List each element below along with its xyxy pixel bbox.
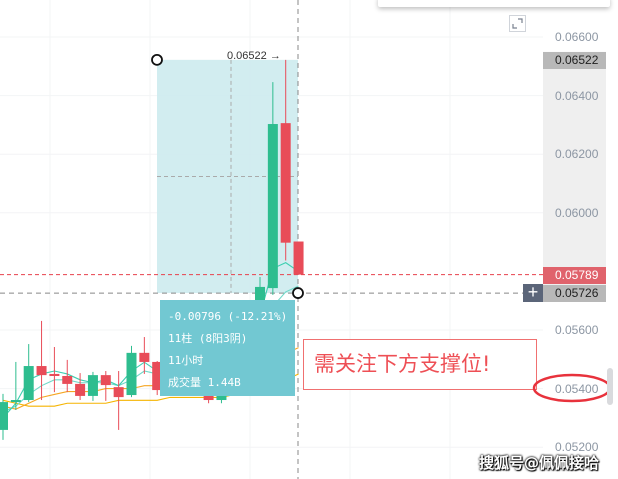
candle-body: [23, 366, 34, 401]
candle-body: [280, 123, 291, 243]
measure-start-handle: [151, 53, 163, 66]
watermark: 搜狐号@佩佩接哈: [479, 454, 600, 472]
fullscreen-icon[interactable]: [509, 15, 526, 32]
candle-body: [139, 352, 150, 362]
price-axis-label: 0.06600: [555, 30, 599, 44]
high-price-tag: 0.06522: [543, 51, 606, 69]
measure-duration: 11小时: [168, 354, 204, 367]
measure-volume: 成交量 1.44B: [168, 376, 241, 389]
price-axis-label: 0.06000: [555, 205, 599, 220]
candle-body: [267, 124, 278, 289]
candle-body: [87, 375, 98, 396]
last-price-tag: 0.05789: [543, 266, 606, 284]
candle-body: [10, 400, 21, 403]
measure-end-handle: [292, 287, 304, 299]
price-axis-label: 0.05600: [555, 323, 599, 337]
axis-range-highlight: [543, 51, 606, 294]
add-alert-plus-button[interactable]: +: [523, 283, 543, 303]
candle-body: [62, 376, 73, 384]
measure-tooltip: -0.00796 (-12.21%) 11柱 (8阳3阴) 11小时 成交量 1…: [160, 300, 295, 396]
candle-body: [100, 375, 111, 386]
candle-body: [126, 352, 137, 396]
candle-body: [49, 373, 60, 377]
price-axis-label: 0.05400: [555, 381, 599, 396]
candle-body: [0, 402, 8, 430]
annotation-box: 需关注下方支撑位!: [303, 339, 537, 390]
candle-body: [75, 383, 86, 396]
candle-body: [36, 366, 47, 376]
measure-high-label: 0.06522 →: [227, 50, 281, 62]
popup-panel: [378, 0, 610, 7]
price-axis-label: 0.06400: [555, 88, 599, 103]
candle-body: [293, 241, 304, 275]
price-axis-label: 0.06200: [555, 147, 599, 162]
cursor-price-tag: 0.05726: [543, 285, 606, 303]
measure-bars: 11柱 (8阳3阴): [168, 332, 248, 345]
candle-body: [113, 387, 124, 398]
measure-change: -0.00796 (-12.21%): [168, 310, 288, 323]
price-axis-label: 0.05200: [555, 440, 599, 455]
candle-body: [152, 361, 163, 391]
scrollbar[interactable]: [607, 368, 613, 405]
